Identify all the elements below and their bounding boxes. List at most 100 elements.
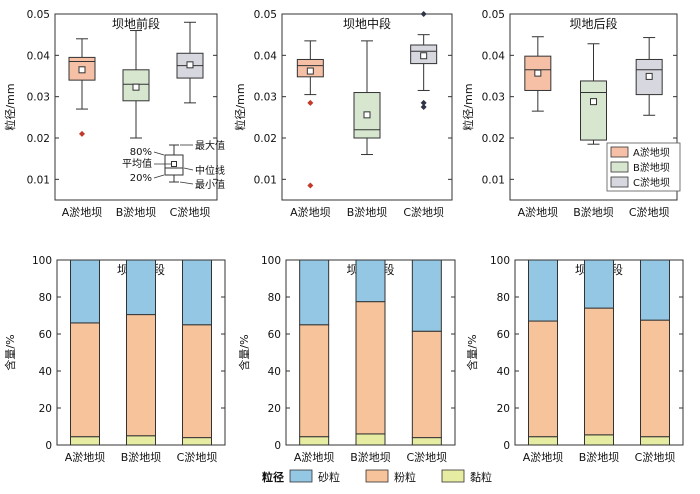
y-tick-label: 0 [274, 440, 281, 452]
bar-legend: 粒径 砂粒 粉粒 黏粒 [262, 469, 492, 484]
bar-segment-粉粒 [182, 324, 212, 439]
x-tick-label: C淤地坝 [177, 450, 218, 464]
y-tick-label: 0.03 [27, 92, 50, 104]
y-tick-label: 0 [503, 440, 510, 452]
box-B淤地坝 [122, 30, 150, 139]
plot-frame [281, 13, 453, 201]
y-tick-label: 0.02 [27, 133, 50, 145]
box-B淤地坝 [580, 43, 607, 145]
y-tick-label: 0.01 [482, 174, 505, 186]
mean-marker [420, 52, 428, 60]
bar-segment-粉粒 [584, 307, 614, 436]
outlier-point [307, 182, 314, 189]
y-tick-label: 0.05 [254, 9, 277, 21]
plot-frame [54, 13, 218, 201]
bar-segment-砂粒 [640, 259, 670, 321]
x-tick-label: C淤地坝 [406, 450, 447, 464]
y-tick-label: 0.01 [27, 174, 50, 186]
box-A淤地坝 [68, 38, 96, 137]
y-tick-label: 80 [497, 292, 510, 304]
panel-3: 坝地后段 0.01 0.02 0.03 0.04 0.05 粒径/mm A淤地坝 B淤地坝 C淤地… [461, 9, 678, 219]
panel-1: 坝地前段 0.01 0.02 0.03 0.04 0.05 粒径/mm A淤地坝 B淤地坝 C淤地… [3, 9, 218, 219]
bar-segment-砂粒 [126, 259, 156, 316]
key-label-p20: 20% [130, 173, 152, 184]
x-tick-label: B淤地坝 [116, 205, 157, 219]
y-tick-label: 60 [497, 329, 510, 341]
bar-segment-粉粒 [299, 324, 330, 438]
outlier-point [79, 130, 85, 137]
x-tick-label: B淤地坝 [347, 205, 388, 219]
y-tick-label: 60 [268, 329, 281, 341]
bar-segment-黏粒 [299, 436, 330, 446]
y-tick-label: 20 [497, 403, 510, 415]
mean-marker [132, 83, 140, 91]
x-tick-label: B淤地坝 [573, 205, 614, 219]
x-tick-label: A淤地坝 [290, 205, 331, 219]
y-tick-label: 20 [39, 403, 52, 415]
bar-segment-砂粒 [355, 259, 386, 303]
chart-title: 坝地中段 [343, 16, 391, 31]
bar-legend-label: 粉粒 [394, 470, 416, 484]
bar-segment-粉粒 [355, 301, 386, 435]
leader-p80 [153, 151, 165, 156]
y-tick-label: 0.05 [482, 9, 505, 21]
x-tick-label: B淤地坝 [350, 450, 391, 464]
x-tick-label: A淤地坝 [62, 205, 103, 219]
y-tick-label: 80 [268, 292, 281, 304]
box-A淤地坝 [296, 40, 324, 189]
box-legend: A淤地坝 B淤地坝 C淤地坝 [606, 142, 681, 192]
outlier-point [420, 104, 427, 110]
box-body [580, 80, 607, 141]
bar-legend-title: 粒径 [262, 470, 284, 484]
bar-segment-粉粒 [640, 319, 670, 438]
leader-median [183, 167, 194, 171]
box-C淤地坝 [176, 21, 204, 104]
stacked-bar-A淤地坝 [299, 259, 330, 446]
bar-segment-粉粒 [411, 330, 442, 439]
leader-p20 [153, 174, 165, 179]
stacked-bar-C淤地坝 [640, 259, 670, 446]
panel-2: 坝地中段 0.01 0.02 0.03 0.04 0.05 粒径/mm A淤地坝 B淤地坝 C淤地… [233, 9, 453, 219]
key-label-min: 最小值 [195, 178, 225, 191]
stacked-bar-A淤地坝 [70, 259, 100, 446]
mean-marker [306, 67, 314, 75]
mean-marker [645, 72, 653, 80]
bar-segment-粉粒 [70, 322, 100, 438]
x-tick-label: A淤地坝 [518, 205, 559, 219]
key-label-median: 中位线 [195, 164, 225, 177]
y-tick-label: 0.01 [254, 174, 277, 186]
x-tick-label: A淤地坝 [523, 450, 564, 464]
y-tick-label: 0.04 [27, 50, 51, 62]
mean-marker [186, 61, 194, 69]
leader-min [179, 181, 194, 185]
legend-label: C淤地坝 [633, 176, 670, 189]
bar-segment-黏粒 [70, 436, 100, 446]
bar-legend-label: 砂粒 [318, 470, 340, 484]
stacked-bar-A淤地坝 [528, 259, 558, 446]
plot-frame [509, 13, 678, 201]
mean-marker [534, 69, 542, 77]
y-tick-label: 0.04 [254, 50, 278, 62]
bar-legend-swatch [289, 469, 313, 483]
bar-segment-砂粒 [411, 259, 442, 332]
bar-segment-砂粒 [70, 259, 100, 324]
x-tick-label: A淤地坝 [294, 450, 335, 464]
bar-segment-粉粒 [528, 320, 558, 438]
x-tick-label: C淤地坝 [403, 205, 444, 219]
bar-segment-黏粒 [411, 437, 442, 446]
y-axis-label: 含量/% [237, 334, 251, 370]
bar-legend-label: 黏粒 [470, 470, 492, 484]
bar-segment-黏粒 [584, 434, 614, 446]
box-C淤地坝 [635, 37, 663, 116]
bar-segment-黏粒 [126, 435, 156, 446]
y-tick-label: 0.02 [254, 133, 277, 145]
bar-legend-swatch [365, 469, 389, 483]
mean-marker [590, 98, 597, 106]
y-tick-label: 0.02 [482, 133, 505, 145]
bar-segment-砂粒 [299, 259, 330, 326]
outlier-point [420, 11, 427, 17]
